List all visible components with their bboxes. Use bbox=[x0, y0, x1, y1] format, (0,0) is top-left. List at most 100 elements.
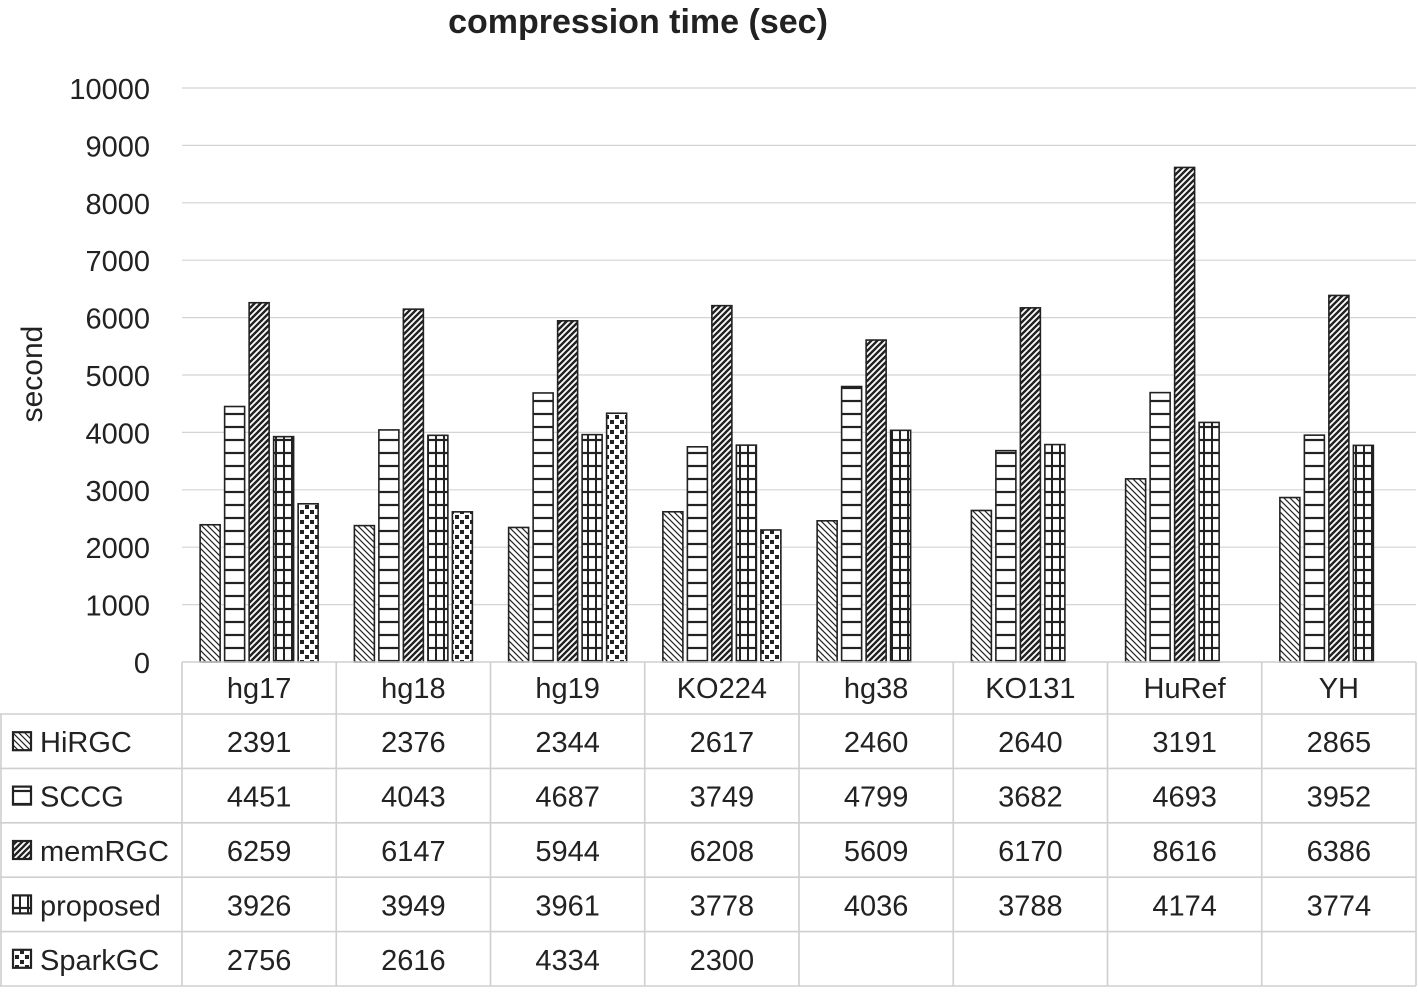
bar-SparkGC-hg19 bbox=[605, 412, 628, 663]
table-cell-value: 3961 bbox=[535, 890, 600, 922]
bar-SCCG-KO224 bbox=[686, 446, 709, 663]
y-tick-label: 7000 bbox=[85, 246, 150, 278]
legend-label: HiRGC bbox=[40, 727, 132, 759]
table-cell-value: 6386 bbox=[1307, 836, 1372, 868]
table-cell-value: 4687 bbox=[535, 782, 600, 814]
legend-swatch-proposed bbox=[11, 894, 33, 915]
bar-SCCG-HuRef bbox=[1149, 391, 1171, 663]
bar-HiRGC-hg19 bbox=[507, 526, 530, 663]
legend-swatch-SCCG bbox=[11, 785, 33, 806]
table-cell-value: 8616 bbox=[1152, 836, 1217, 868]
y-tick-label: 1000 bbox=[85, 591, 150, 623]
y-tick-labels: 0 1000 2000 3000 4000 5000 6000 7000 8000 9000 100… bbox=[69, 74, 150, 680]
y-tick-label: 10000 bbox=[69, 74, 150, 106]
table-cell-value: 4036 bbox=[844, 890, 909, 922]
bar-SparkGC-KO224 bbox=[760, 529, 782, 663]
table-cell-value: 4043 bbox=[381, 782, 446, 814]
legend-swatch-SparkGC bbox=[11, 948, 33, 969]
y-tick-label: 5000 bbox=[85, 361, 150, 393]
category-label: KO224 bbox=[677, 673, 767, 705]
bar-HiRGC-hg18 bbox=[353, 524, 376, 663]
bar-HiRGC-hg17 bbox=[199, 523, 221, 663]
table-cell-value: 3774 bbox=[1307, 890, 1372, 922]
bar-SCCG-hg19 bbox=[532, 392, 554, 663]
bar-HiRGC-HuRef bbox=[1124, 478, 1147, 663]
data-table: hg17 hg18 hg19 KO224 hg38 KO131 HuRef YH HiRGC 23… bbox=[0, 661, 1417, 987]
table-cell-value: 6147 bbox=[381, 836, 446, 868]
table-cell-value: 3682 bbox=[998, 782, 1063, 814]
table-cell-value: 3191 bbox=[1152, 727, 1217, 759]
table-cell-value: 3952 bbox=[1307, 782, 1372, 814]
bar-memRGC-hg19 bbox=[556, 320, 579, 663]
bar-proposed-YH bbox=[1352, 444, 1375, 663]
category-label: YH bbox=[1319, 673, 1359, 705]
legend-swatch-HiRGC bbox=[11, 731, 33, 752]
bar-proposed-hg38 bbox=[889, 429, 912, 663]
bar-SparkGC-hg18 bbox=[451, 511, 474, 663]
table-cell-value: 2460 bbox=[844, 727, 909, 759]
table-cell-value: 3778 bbox=[690, 890, 755, 922]
bar-SparkGC-hg17 bbox=[297, 503, 319, 663]
table-cell-value: 2300 bbox=[690, 945, 755, 977]
category-label: hg19 bbox=[535, 673, 600, 705]
bar-memRGC-HuRef bbox=[1173, 166, 1196, 663]
bar-HiRGC-KO224 bbox=[662, 510, 684, 663]
table-cell-value: 4693 bbox=[1152, 782, 1217, 814]
table-cell-value: 5609 bbox=[844, 836, 909, 868]
bar-SCCG-YH bbox=[1303, 434, 1326, 663]
bar-memRGC-KO131 bbox=[1019, 307, 1042, 663]
table-cell-value: 4174 bbox=[1152, 890, 1217, 922]
table-cell-value: 4799 bbox=[844, 782, 909, 814]
bar-memRGC-hg38 bbox=[865, 339, 887, 663]
legend-label: SparkGC bbox=[40, 945, 159, 977]
bar-proposed-HuRef bbox=[1198, 421, 1220, 663]
bar-memRGC-KO224 bbox=[711, 304, 733, 663]
y-tick-label: 9000 bbox=[85, 131, 150, 163]
chart-title: compression time (sec) bbox=[448, 3, 828, 41]
legend-label: proposed bbox=[40, 890, 161, 922]
y-tick-label: 6000 bbox=[85, 304, 150, 336]
table-cell-value: 6170 bbox=[998, 836, 1063, 868]
table-cell-value: 5944 bbox=[535, 836, 600, 868]
bar-HiRGC-KO131 bbox=[970, 509, 993, 663]
table-cell-value: 2617 bbox=[690, 727, 755, 759]
bar-SCCG-hg18 bbox=[378, 429, 400, 663]
table-cell-value: 2376 bbox=[381, 727, 446, 759]
bar-proposed-hg19 bbox=[581, 433, 603, 663]
category-label: hg18 bbox=[381, 673, 446, 705]
table-cell-value: 2865 bbox=[1307, 727, 1372, 759]
bar-memRGC-YH bbox=[1328, 294, 1350, 663]
legend-label: memRGC bbox=[40, 836, 169, 868]
bar-SCCG-hg17 bbox=[223, 405, 246, 663]
bar-proposed-hg17 bbox=[272, 435, 295, 663]
table-cell-value: 6208 bbox=[690, 836, 755, 868]
table-cell-value: 2344 bbox=[535, 727, 600, 759]
bar-SCCG-KO131 bbox=[995, 449, 1017, 663]
y-tick-label: 3000 bbox=[85, 476, 150, 508]
table-cell-value: 4334 bbox=[535, 945, 600, 977]
bar-proposed-KO131 bbox=[1044, 443, 1066, 663]
y-tick-label: 0 bbox=[134, 648, 150, 680]
category-label: hg38 bbox=[844, 673, 909, 705]
bar-HiRGC-YH bbox=[1279, 496, 1301, 663]
table-cell-value: 2616 bbox=[381, 945, 446, 977]
table-cell-value: 6259 bbox=[227, 836, 292, 868]
table-cell-value: 2391 bbox=[227, 727, 292, 759]
y-tick-label: 8000 bbox=[85, 189, 150, 221]
bar-SCCG-hg38 bbox=[840, 385, 863, 663]
bar-proposed-hg18 bbox=[427, 434, 449, 663]
table-cell-value: 2756 bbox=[227, 945, 292, 977]
y-tick-label: 2000 bbox=[85, 533, 150, 565]
category-label: KO131 bbox=[985, 673, 1075, 705]
bar-memRGC-hg17 bbox=[248, 301, 270, 663]
table-cell-value: 3926 bbox=[227, 890, 292, 922]
bars bbox=[199, 166, 1375, 663]
table-cell-value: 2640 bbox=[998, 727, 1063, 759]
category-label: hg17 bbox=[227, 673, 292, 705]
legend-label: SCCG bbox=[40, 782, 124, 814]
table-cell-value: 3949 bbox=[381, 890, 446, 922]
bar-memRGC-hg18 bbox=[402, 308, 425, 663]
table-cell-value: 3749 bbox=[690, 782, 755, 814]
